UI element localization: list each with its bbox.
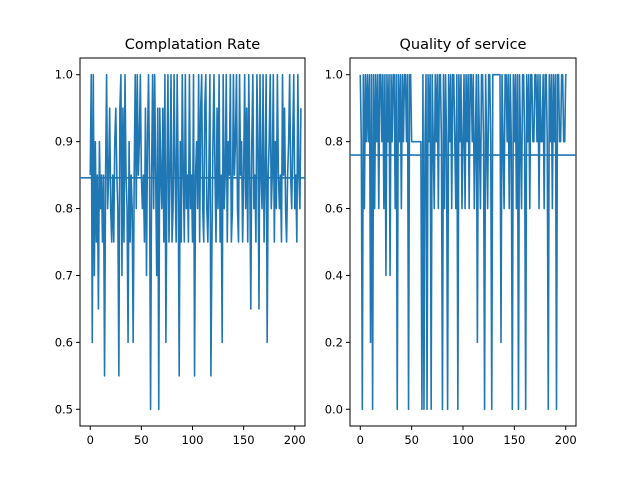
y-tick-label: 0.9	[55, 135, 73, 149]
x-tick-label: 150	[233, 433, 255, 447]
y-tick-label: 1.0	[55, 68, 73, 82]
y-tick-label: 0.7	[55, 268, 73, 282]
y-tick-label: 0.0	[325, 402, 343, 416]
axis-ticks: 0 50 100 150 200 0.0 0.2 0.4 0.6 0.8 1.0	[325, 68, 577, 447]
x-tick-label: 150	[503, 433, 525, 447]
x-tick-label: 0	[357, 433, 364, 447]
series-line	[359, 73, 567, 411]
chart-title: Complatation Rate	[125, 37, 261, 53]
quality-of-service-chart: Quality of service 0 50 100 150 200 0.0 0.2 0.4…	[325, 37, 577, 447]
x-tick-label: 100	[452, 433, 474, 447]
y-tick-label: 0.6	[325, 202, 343, 216]
y-tick-label: 0.4	[325, 268, 343, 282]
y-tick-label: 0.8	[55, 202, 73, 216]
x-tick-label: 50	[134, 433, 149, 447]
y-tick-label: 0.8	[325, 135, 343, 149]
y-tick-label: 0.6	[55, 335, 73, 349]
x-tick-label: 0	[87, 433, 94, 447]
chart-title: Quality of service	[400, 37, 527, 53]
y-tick-label: 1.0	[325, 68, 343, 82]
y-tick-label: 0.2	[325, 335, 343, 349]
completion-rate-chart: Complatation Rate 0 50 100 150 2000.50.60.70…	[55, 37, 306, 447]
x-tick-label: 200	[555, 433, 577, 447]
x-tick-label: 100	[182, 433, 204, 447]
x-tick-label: 200	[284, 433, 306, 447]
axis-ticks: 0 50 100 150 200 0.5 0.6 0.7 0.8 0.9 1.0	[55, 68, 306, 447]
series-line	[89, 73, 302, 411]
x-tick-label: 50	[404, 433, 419, 447]
y-tick-label: 0.5	[55, 402, 73, 416]
